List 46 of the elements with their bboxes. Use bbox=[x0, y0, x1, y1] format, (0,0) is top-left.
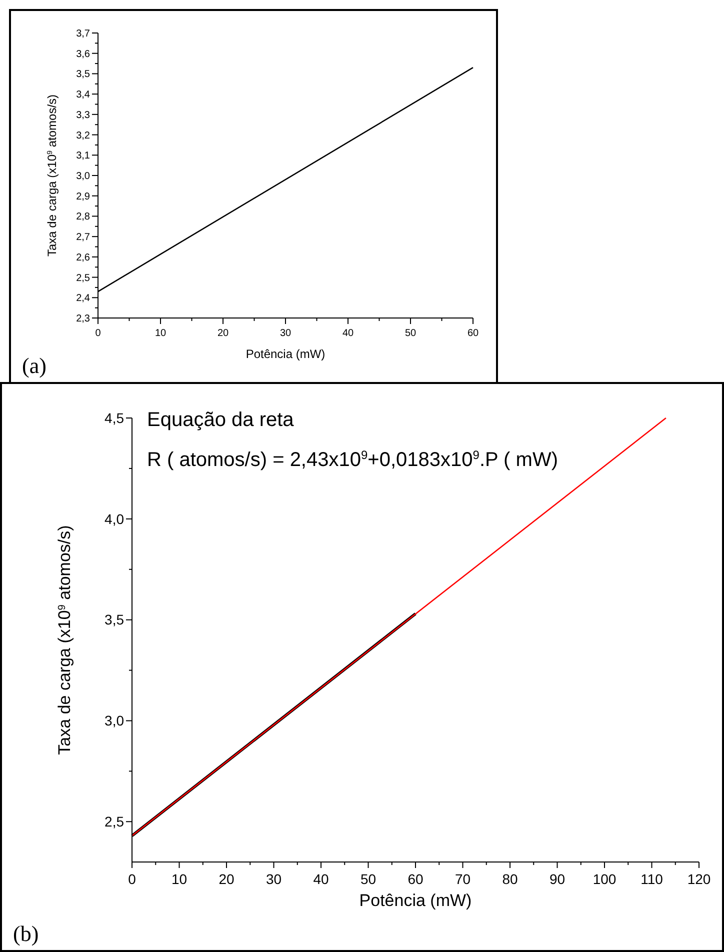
x-tick-label: 40 bbox=[342, 328, 354, 339]
x-tick-label: 20 bbox=[217, 328, 229, 339]
x-tick-label: 120 bbox=[687, 871, 711, 887]
x-axis-title: Potência (mW) bbox=[246, 347, 326, 361]
x-tick-label: 110 bbox=[640, 871, 664, 887]
y-tick-label: 4,0 bbox=[104, 510, 124, 527]
y-tick-label: 2,3 bbox=[76, 314, 90, 324]
y-tick-label: 3,5 bbox=[104, 612, 124, 628]
y-tick-label: 3,2 bbox=[76, 130, 90, 142]
x-axis-title: Potência (mW) bbox=[359, 891, 472, 910]
x-tick-label: 80 bbox=[502, 871, 518, 887]
y-tick-label: 3,6 bbox=[76, 48, 90, 60]
text: (b) bbox=[13, 921, 39, 946]
x-tick-label: 70 bbox=[454, 871, 471, 887]
y-tick-label: 2,9 bbox=[76, 191, 90, 202]
x-tick-label: 100 bbox=[592, 871, 616, 887]
y-tick-label: 3,7 bbox=[76, 28, 90, 40]
y-tick-label: 2,5 bbox=[104, 814, 124, 830]
y-tick-label: 3,5 bbox=[76, 69, 90, 80]
y-tick-label: 2,7 bbox=[76, 232, 90, 244]
text: (a) bbox=[22, 353, 46, 378]
x-tick-label: 40 bbox=[313, 871, 329, 887]
y-tick-label: 2,5 bbox=[76, 272, 90, 284]
x-tick-label: 60 bbox=[408, 871, 424, 887]
y-tick-label: 3,0 bbox=[104, 712, 124, 729]
x-tick-label: 0 bbox=[95, 328, 102, 339]
y-tick-label: 2,4 bbox=[76, 293, 90, 304]
y-tick-label: 4,5 bbox=[104, 410, 124, 426]
y-tick-label: 2,6 bbox=[76, 252, 90, 264]
y-tick-label: 2,8 bbox=[76, 212, 90, 223]
y-tick-label: 3,0 bbox=[76, 171, 90, 182]
x-tick-label: 60 bbox=[467, 328, 479, 339]
x-tick-label: 30 bbox=[266, 871, 282, 887]
annotation: R ( atomos/s) = 2,43x10$^{9}$+0,0183x10$^{9}$.P ( mW) bbox=[147, 448, 558, 471]
x-tick-label: 10 bbox=[171, 871, 188, 887]
x-tick-label: 20 bbox=[218, 871, 234, 887]
y-tick-label: 3,4 bbox=[76, 90, 90, 101]
x-tick-label: 30 bbox=[280, 328, 292, 339]
annotation: Equação da reta bbox=[147, 409, 295, 431]
y-tick-label: 3,3 bbox=[76, 110, 90, 121]
y-tick-label: 3,1 bbox=[76, 150, 90, 162]
x-tick-label: 50 bbox=[404, 328, 416, 339]
x-tick-label: 10 bbox=[154, 328, 166, 339]
x-tick-label: 0 bbox=[128, 871, 136, 887]
x-tick-label: 90 bbox=[549, 871, 566, 887]
x-tick-label: 50 bbox=[360, 871, 376, 887]
